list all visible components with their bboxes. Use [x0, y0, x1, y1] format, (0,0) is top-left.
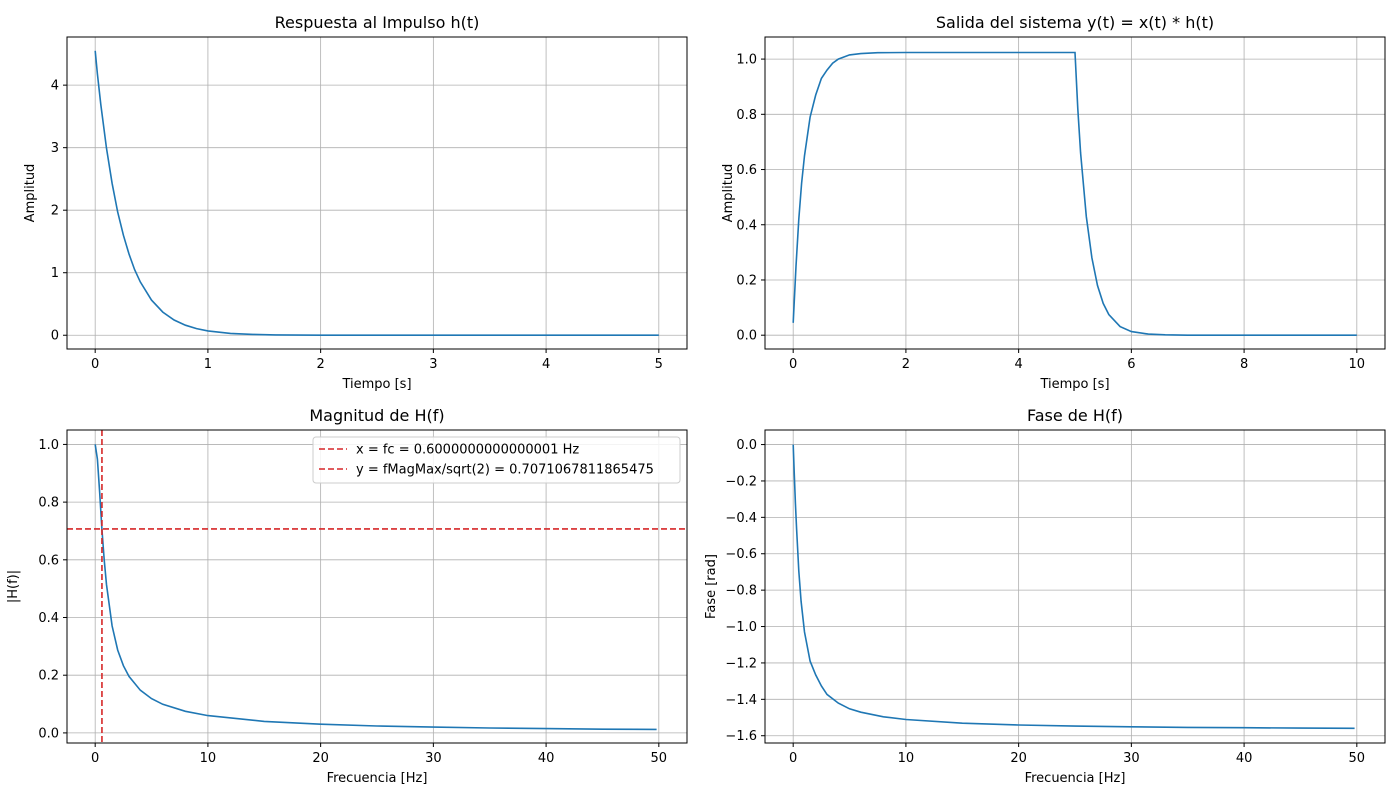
y-tick-label: 0.6: [38, 553, 59, 568]
legend: x = fc = 0.6000000000000001 Hz y = fMagMa…: [312, 436, 681, 484]
y-tick-label: −0.6: [725, 547, 757, 562]
x-axis-label: Frecuencia [Hz]: [1025, 771, 1126, 786]
legend-box: [312, 436, 681, 484]
x-tick-label: 10: [200, 751, 217, 766]
series-line: [94, 50, 659, 337]
y-tick-label: 2: [51, 204, 59, 219]
x-tick-label: 2: [902, 357, 910, 372]
x-tick-label: 50: [651, 751, 668, 766]
y-tick-label: 0.4: [736, 218, 757, 233]
x-tick-label: 20: [1010, 751, 1027, 766]
legend-entry: x = fc = 0.6000000000000001 Hz: [356, 443, 579, 458]
x-tick-label: 8: [1240, 357, 1248, 372]
y-axis-label: Amplitud: [23, 164, 38, 223]
chart-title: Magnitud de H(f): [309, 406, 444, 425]
y-tick-label: −1.6: [725, 729, 757, 744]
chart-phase: 0 10 20 30 40 50 0.0 −0.2 −0.4 −0.6 −0.8 −1.0 −1.2 −1…: [704, 406, 1386, 786]
y-tick-label: 0.4: [38, 611, 59, 626]
axes-frame: [764, 36, 1386, 350]
x-tick-label: 2: [316, 357, 324, 372]
x-tick-label: 0: [91, 357, 99, 372]
y-tick-label: 1.0: [38, 438, 59, 453]
x-tick-label: 30: [425, 751, 442, 766]
x-tick-label: 4: [542, 357, 550, 372]
x-tick-label: 20: [312, 751, 329, 766]
x-tick-label: 40: [538, 751, 555, 766]
axes-frame: [66, 36, 688, 350]
chart-magnitude: 0 10 20 30 40 50 0.0 0.2 0.4 0.6 0.8 1.0 Magnitud de…: [6, 406, 688, 786]
x-tick-label: 10: [1349, 357, 1366, 372]
series-line: [94, 444, 657, 731]
x-tick-label: 0: [91, 751, 99, 766]
y-tick-label: 0.2: [38, 669, 59, 684]
axes-frame: [764, 429, 1386, 744]
chart-title: Fase de H(f): [1027, 406, 1123, 425]
chart-impulse: 0 1 2 3 4 5 0 1 2 3 4 Respuesta al Impulso h(t) Tiem…: [23, 13, 688, 392]
series-line: [792, 51, 1357, 337]
x-tick-label: 50: [1349, 751, 1366, 766]
y-tick-label: 4: [51, 79, 59, 94]
y-tick-label: −1.4: [725, 693, 757, 708]
x-tick-label: 10: [898, 751, 915, 766]
x-tick-label: 40: [1236, 751, 1253, 766]
y-tick-label: −0.2: [725, 474, 757, 489]
legend-entry: y = fMagMax/sqrt(2) = 0.7071067811865475: [356, 463, 654, 478]
y-axis-label: |H(f)|: [6, 570, 21, 603]
x-tick-label: 0: [789, 357, 797, 372]
y-tick-label: −0.4: [725, 511, 757, 526]
y-tick-label: 0.8: [736, 108, 757, 123]
x-tick-label: 1: [204, 357, 212, 372]
y-tick-label: −1.0: [725, 620, 757, 635]
x-axis-label: Tiempo [s]: [341, 377, 411, 392]
y-tick-label: 0.8: [38, 496, 59, 511]
y-tick-label: −1.2: [725, 656, 757, 671]
x-tick-label: 0: [789, 751, 797, 766]
y-tick-label: 0.0: [736, 329, 757, 344]
y-tick-label: 0.0: [736, 438, 757, 453]
y-tick-label: 0: [51, 329, 59, 344]
y-tick-label: −0.8: [725, 584, 757, 599]
x-axis-label: Tiempo [s]: [1039, 377, 1109, 392]
gridlines: [765, 37, 1385, 349]
y-tick-label: 1: [51, 266, 59, 281]
x-axis-label: Frecuencia [Hz]: [327, 771, 428, 786]
chart-title: Salida del sistema y(t) = x(t) * h(t): [936, 13, 1214, 32]
x-tick-label: 6: [1127, 357, 1135, 372]
chart-output: 0 2 4 6 8 10 0.0 0.2 0.4 0.6 0.8 1.0 Salida del sist…: [721, 13, 1386, 392]
y-tick-label: 0.6: [736, 163, 757, 178]
chart-title: Respuesta al Impulso h(t): [275, 13, 480, 32]
series-line: [792, 444, 1355, 730]
gridlines: [765, 430, 1385, 743]
y-tick-label: 1.0: [736, 53, 757, 68]
y-tick-label: 0.0: [38, 726, 59, 741]
y-tick-label: 3: [51, 141, 59, 156]
y-tick-label: 0.2: [736, 273, 757, 288]
axes-frame: [66, 429, 688, 744]
y-axis-label: Amplitud: [721, 164, 736, 223]
x-tick-label: 3: [429, 357, 437, 372]
gridlines: [67, 37, 687, 349]
y-axis-label: Fase [rad]: [704, 554, 719, 619]
x-tick-label: 30: [1123, 751, 1140, 766]
x-tick-label: 4: [1014, 357, 1022, 372]
x-tick-label: 5: [655, 357, 663, 372]
